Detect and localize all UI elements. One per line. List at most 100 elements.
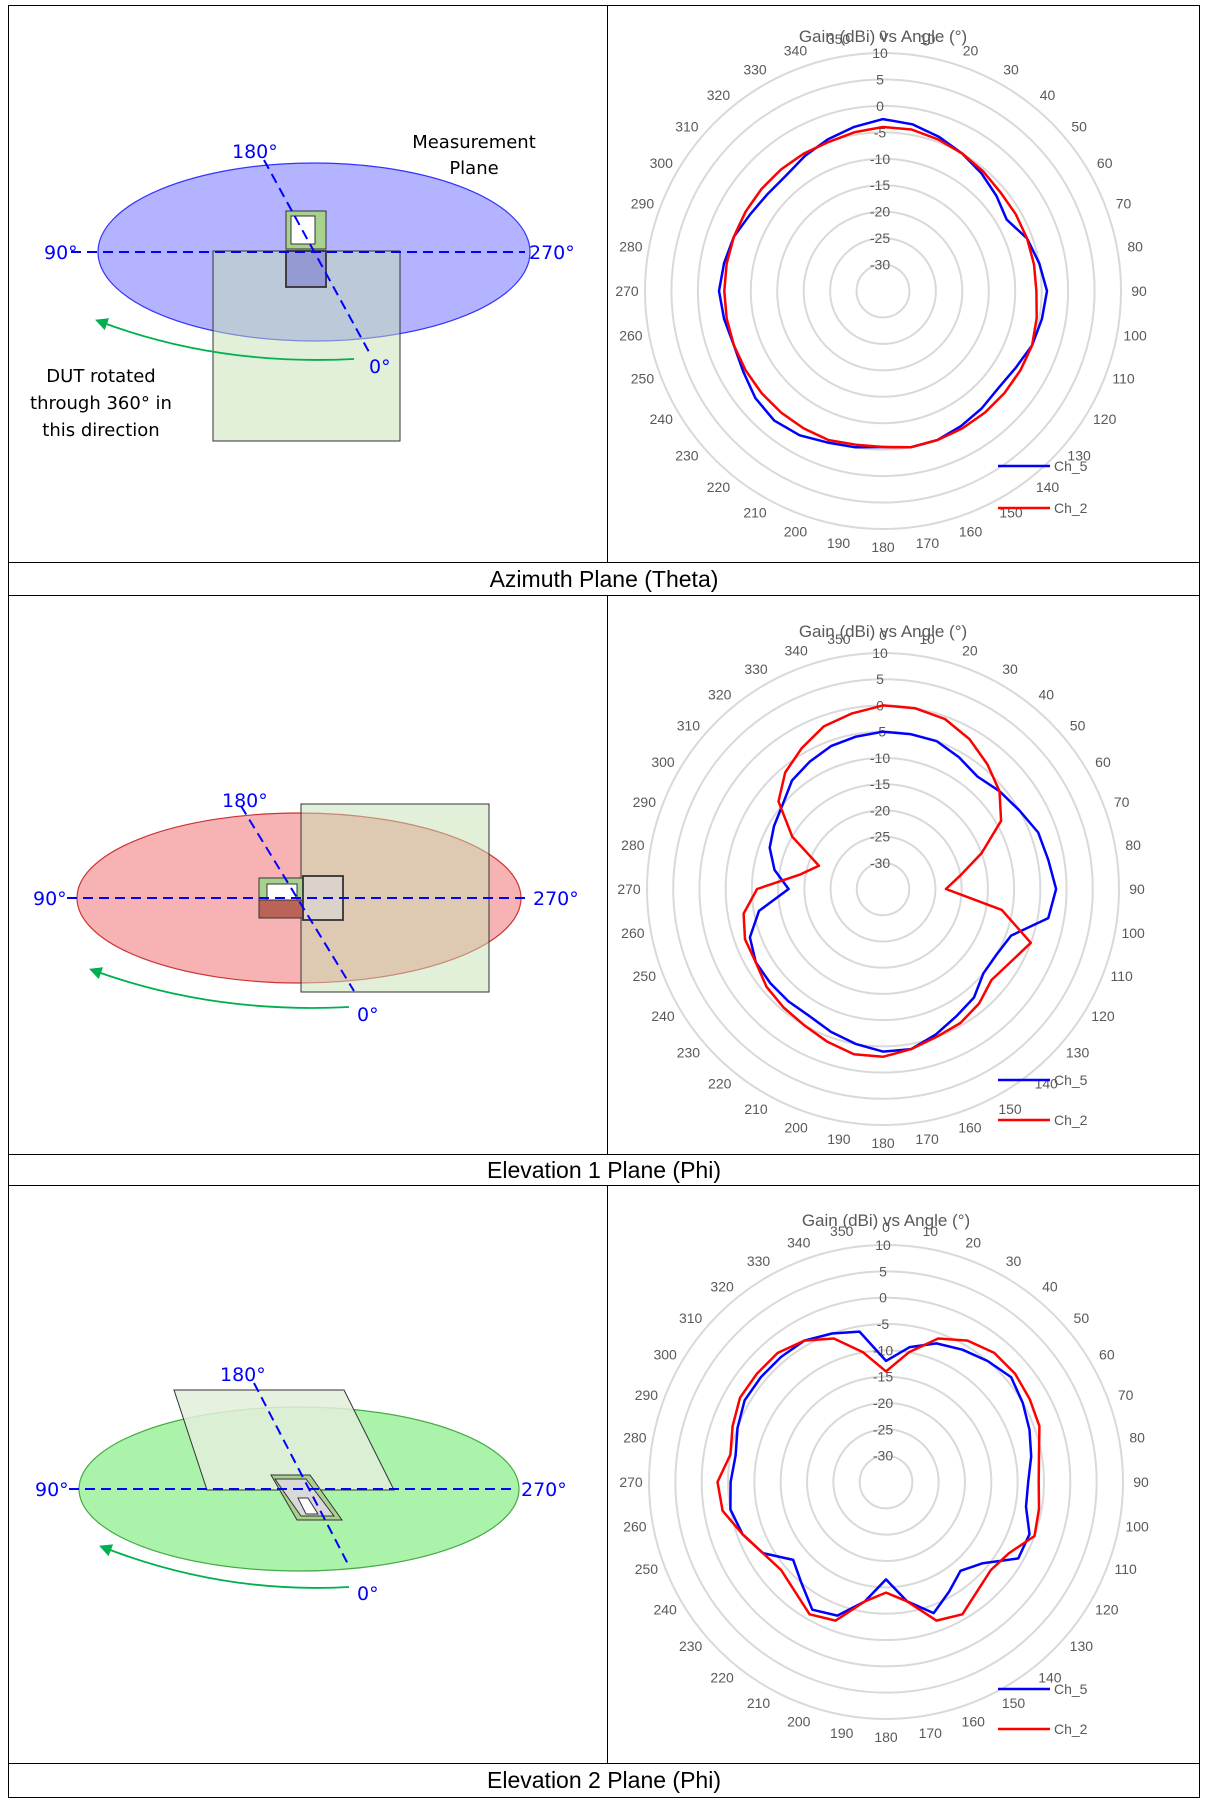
grid-ring (753, 1349, 1019, 1615)
angle-tick-label: 190 (827, 1131, 851, 1147)
angle-tick-label: 50 (1074, 1310, 1090, 1326)
angle-tick-label: 160 (958, 1120, 982, 1136)
axis-180-0 (263, 159, 370, 353)
radial-tick-label: -10 (873, 1342, 893, 1358)
angle-tick-label: 350 (827, 31, 851, 47)
radial-tick-label: -15 (873, 1369, 893, 1385)
azimuth-diagram: 180° 90° 270° 0° Measurement Plane DUT r… (30, 132, 575, 442)
radial-tick-label: -15 (870, 177, 890, 193)
grid-ring (644, 52, 1122, 530)
angle-tick-label: 330 (743, 61, 767, 77)
angle-tick-label: 220 (710, 1669, 734, 1685)
grid-ring (855, 861, 911, 917)
label-180: 180° (222, 790, 268, 812)
angle-tick-label: 350 (827, 631, 851, 647)
grid-ring (672, 678, 1094, 1100)
angle-tick-label: 90 (1131, 283, 1147, 299)
angle-tick-label: 70 (1118, 1387, 1134, 1403)
angle-tick-label: 150 (1002, 1695, 1026, 1711)
angle-tick-label: 300 (653, 1347, 677, 1363)
section-caption: Elevation 1 Plane (Phi) (487, 1157, 721, 1183)
angle-tick-label: 220 (708, 1076, 732, 1092)
angle-tick-label: 140 (1036, 479, 1060, 495)
label-180: 180° (220, 1364, 266, 1386)
table-row-divider (8, 595, 1200, 596)
angle-tick-label: 230 (679, 1638, 703, 1654)
angle-tick-label: 260 (621, 925, 645, 941)
legend-label: Ch_5 (1054, 458, 1088, 474)
angle-tick-label: 20 (965, 1234, 981, 1250)
radial-tick-label: -30 (870, 257, 890, 273)
angle-tick-label: 60 (1095, 754, 1111, 770)
label-90: 90° (44, 242, 78, 264)
rotation-label: DUT rotated (46, 366, 155, 387)
series-line-ch-2 (716, 1337, 1041, 1622)
angle-tick-label: 120 (1095, 1602, 1119, 1618)
angle-tick-label: 200 (784, 524, 808, 540)
radial-tick-label: -30 (870, 855, 890, 871)
rotation-label: through 360° in (30, 393, 172, 414)
label-0: 0° (357, 1583, 379, 1605)
rotation-label: this direction (42, 420, 159, 441)
section-caption: Azimuth Plane (Theta) (489, 566, 719, 592)
angle-tick-label: 100 (1121, 925, 1145, 941)
angle-tick-label: 110 (1114, 1561, 1137, 1577)
angle-tick-label: 340 (784, 642, 808, 658)
angle-tick-label: 80 (1129, 1430, 1145, 1446)
angle-tick-label: 90 (1133, 1474, 1149, 1490)
radial-tick-label: -20 (870, 802, 890, 818)
angle-tick-label: 40 (1038, 686, 1054, 702)
radial-tick-label: 10 (872, 45, 888, 61)
angle-tick-label: 190 (830, 1725, 854, 1741)
angle-tick-label: 0 (879, 627, 887, 643)
elevation2-diagram: 180° 90° 270° 0° (35, 1364, 567, 1605)
table-row-divider (8, 562, 1200, 563)
table-bottom-border (8, 1797, 1200, 1798)
angle-tick-label: 90 (1129, 881, 1145, 897)
table-column-divider (607, 595, 608, 1154)
angle-tick-label: 330 (747, 1253, 771, 1269)
angle-tick-label: 220 (707, 479, 731, 495)
angle-tick-label: 180 (871, 1135, 895, 1151)
grid-ring (855, 263, 911, 319)
angle-tick-label: 310 (677, 718, 701, 734)
angle-tick-label: 270 (619, 1474, 643, 1490)
chart-title: Gain (dBi) vs Angle (°) (799, 622, 967, 641)
angle-tick-label: 140 (1038, 1669, 1062, 1685)
table-right-border (1199, 5, 1200, 1797)
angle-tick-label: 260 (623, 1518, 647, 1534)
angle-tick-label: 150 (998, 1101, 1022, 1117)
grid-ring (696, 104, 1070, 478)
angle-tick-label: 290 (633, 794, 657, 810)
radial-tick-label: 5 (876, 71, 884, 87)
grid-ring (646, 652, 1120, 1126)
angle-tick-label: 290 (631, 195, 655, 211)
legend-label: Ch_2 (1054, 500, 1088, 516)
radial-tick-label: -15 (870, 776, 890, 792)
angle-tick-label: 250 (633, 968, 657, 984)
angle-tick-label: 50 (1071, 118, 1087, 134)
table-left-border (8, 5, 9, 1797)
angle-tick-label: 110 (1111, 968, 1134, 984)
angle-tick-label: 160 (959, 524, 983, 540)
grid-ring (829, 835, 937, 943)
rotation-arrow (99, 1544, 350, 1589)
angle-tick-label: 0 (879, 27, 887, 43)
grid-ring (803, 809, 963, 969)
angle-tick-label: 60 (1097, 155, 1113, 171)
label-270: 270° (533, 888, 579, 910)
label-180: 180° (232, 141, 278, 163)
angle-tick-label: 320 (707, 87, 731, 103)
angle-tick-label: 170 (915, 1131, 939, 1147)
angle-tick-label: 10 (922, 1223, 938, 1239)
grid-ring (802, 210, 964, 372)
grid-ring (674, 1270, 1098, 1694)
angle-tick-label: 270 (617, 881, 641, 897)
legend-label: Ch_2 (1054, 1112, 1088, 1128)
radial-tick-label: -20 (870, 204, 890, 220)
grid-ring (832, 1428, 940, 1536)
table-top-border (8, 5, 1200, 6)
label-90: 90° (33, 888, 67, 910)
radial-tick-label: 5 (879, 1263, 887, 1279)
